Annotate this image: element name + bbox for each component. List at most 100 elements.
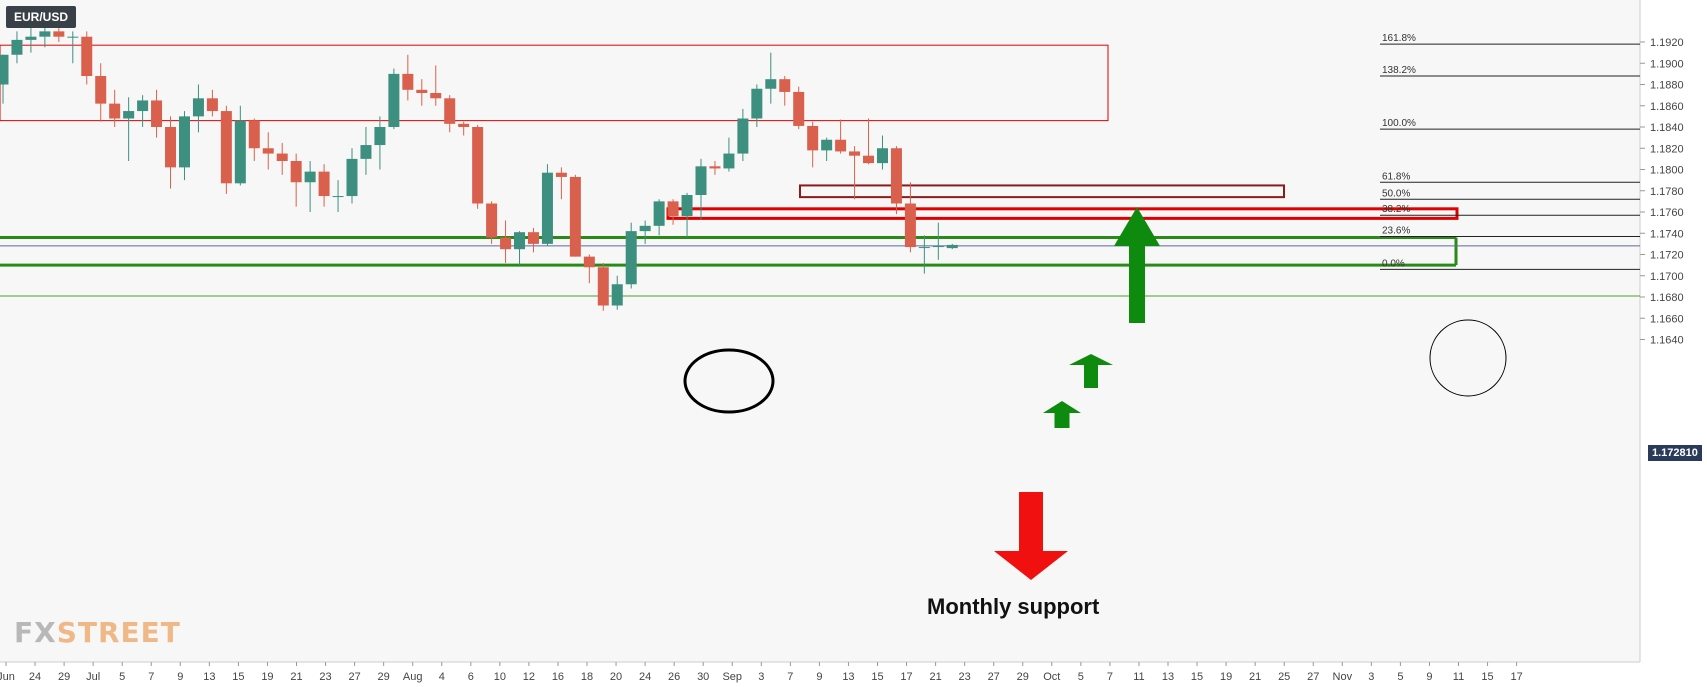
fib-label: 50.0%: [1382, 188, 1410, 199]
candle-body: [416, 89, 428, 93]
candle-body: [472, 127, 484, 204]
x-tick-label: 7: [1107, 671, 1113, 683]
candle-body: [793, 91, 805, 126]
candle-body: [709, 166, 721, 169]
x-tick-label: 4: [439, 671, 445, 683]
candle-body: [555, 172, 567, 177]
candle-body: [890, 148, 902, 204]
x-tick-label: Nov: [1333, 671, 1353, 683]
candle-body: [318, 171, 330, 197]
logo-fx: FX: [14, 616, 57, 649]
fib-label: 100.0%: [1382, 118, 1416, 129]
x-tick-label: 21: [929, 671, 941, 683]
x-tick-label: 15: [871, 671, 883, 683]
candle-body: [807, 125, 819, 151]
candle-body: [11, 39, 23, 55]
x-tick-label: 18: [581, 671, 593, 683]
y-tick-label: 1.1760: [1650, 207, 1684, 219]
candle-body: [569, 176, 581, 257]
candle-body: [360, 145, 372, 159]
candle-body: [0, 54, 9, 85]
candle-body: [904, 203, 916, 248]
fib-label: 61.8%: [1382, 171, 1410, 182]
y-tick-label: 1.1780: [1650, 186, 1684, 198]
x-tick-label: 23: [319, 671, 331, 683]
candle-body: [25, 36, 37, 40]
x-tick-label: Jun: [0, 671, 15, 683]
x-tick-label: 13: [1162, 671, 1174, 683]
x-tick-label: 21: [290, 671, 302, 683]
candle-body: [653, 201, 665, 226]
x-tick-label: 27: [348, 671, 360, 683]
fib-label: 138.2%: [1382, 65, 1416, 76]
x-tick-label: 30: [697, 671, 709, 683]
fib-label: 23.6%: [1382, 225, 1410, 236]
y-tick-label: 1.1880: [1650, 80, 1684, 92]
y-tick-label: 1.1640: [1650, 335, 1684, 347]
y-tick-label: 1.1800: [1650, 165, 1684, 177]
y-tick-label: 1.1920: [1650, 37, 1684, 49]
candle-body: [821, 139, 833, 151]
candle-body: [514, 232, 526, 250]
candle-body: [597, 267, 609, 306]
candle-body: [276, 153, 288, 161]
candle-body: [234, 120, 246, 184]
x-tick-label: 15: [1191, 671, 1203, 683]
x-tick-label: Aug: [403, 671, 423, 683]
candle-body: [946, 244, 958, 249]
candle-body: [500, 237, 512, 250]
candle-body: [486, 203, 498, 238]
candle-body: [262, 148, 274, 154]
x-tick-label: Jul: [86, 671, 100, 683]
candle-body: [681, 195, 693, 217]
x-tick-label: 5: [119, 671, 125, 683]
x-tick-label: 6: [468, 671, 474, 683]
x-tick-label: 11: [1133, 671, 1144, 683]
fib-label: 0.0%: [1382, 258, 1405, 269]
fib-highlight-circle: [1429, 319, 1507, 397]
highlight-ellipse: [683, 348, 775, 414]
candle-body: [39, 31, 51, 37]
x-tick-label: 19: [1220, 671, 1232, 683]
x-tick-label: 9: [1426, 671, 1432, 683]
candle-body: [123, 111, 135, 119]
candle-body: [932, 246, 944, 248]
monthly-support-label: Monthly support: [927, 594, 1100, 619]
x-tick-label: 12: [523, 671, 535, 683]
x-tick-label: 17: [900, 671, 912, 683]
candle-body: [290, 161, 302, 183]
candle-body: [178, 116, 190, 168]
x-tick-label: 13: [203, 671, 215, 683]
x-tick-label: 5: [1078, 671, 1084, 683]
up-arrow-small: [1043, 401, 1081, 428]
x-tick-label: 15: [1481, 671, 1493, 683]
candle-body: [625, 231, 637, 285]
zone-resistance-2: [799, 184, 1285, 199]
x-tick-label: 7: [787, 671, 793, 683]
candle-body: [918, 247, 930, 249]
candle-body: [346, 158, 358, 197]
logo-street: STREET: [56, 616, 181, 649]
y-tick-label: 1.1740: [1650, 228, 1684, 240]
y-tick-label: 1.1840: [1650, 122, 1684, 134]
x-tick-label: Oct: [1043, 671, 1060, 683]
down-arrow: [994, 492, 1068, 580]
candle-body: [835, 139, 847, 152]
candle-body: [863, 155, 875, 164]
candle-body: [220, 111, 232, 184]
x-tick-label: 29: [1017, 671, 1029, 683]
x-tick-label: 26: [668, 671, 680, 683]
y-tick-label: 1.1860: [1650, 101, 1684, 113]
candle-body: [81, 36, 93, 76]
candle-body: [151, 100, 163, 127]
candle-body: [458, 123, 470, 127]
x-tick-label: 24: [639, 671, 651, 683]
x-tick-label: 13: [842, 671, 854, 683]
chart-area[interactable]: [0, 0, 1640, 662]
x-tick-label: 9: [816, 671, 822, 683]
candle-body: [248, 120, 260, 149]
candle-body: [137, 100, 149, 112]
fxstreet-logo: FXSTREET: [14, 616, 181, 649]
candle-body: [779, 79, 791, 92]
fib-label: 38.2%: [1382, 204, 1410, 215]
